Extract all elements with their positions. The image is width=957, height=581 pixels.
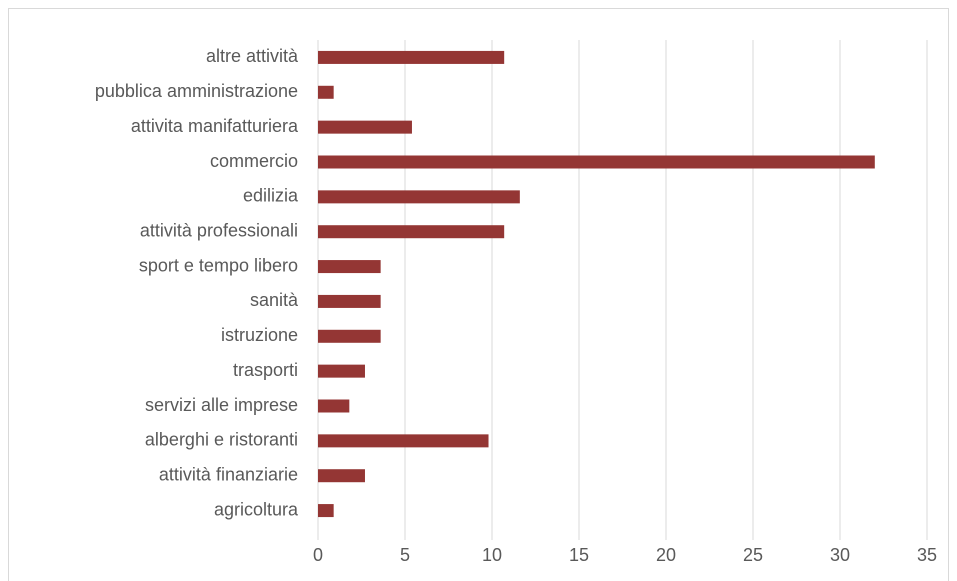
y-tick-label: alberghi e ristoranti	[145, 430, 298, 450]
x-tick-label: 5	[400, 545, 410, 565]
bar	[318, 190, 520, 204]
x-tick-label: 30	[830, 545, 850, 565]
x-tick-label: 20	[656, 545, 676, 565]
bar	[318, 399, 350, 413]
bar	[318, 364, 365, 378]
y-tick-label: sanità	[250, 290, 299, 310]
bar	[318, 85, 334, 99]
y-tick-label: attività professionali	[140, 220, 298, 240]
bar	[318, 50, 505, 64]
x-tick-label: 35	[917, 545, 937, 565]
x-tick-label: 15	[569, 545, 589, 565]
y-tick-label: agricoltura	[214, 499, 299, 519]
x-tick-label: 10	[482, 545, 502, 565]
bar	[318, 329, 381, 343]
bar	[318, 155, 875, 169]
y-tick-label: istruzione	[221, 325, 298, 345]
bar	[318, 504, 334, 518]
y-tick-label: attività finanziarie	[159, 464, 298, 484]
bar	[318, 469, 365, 483]
y-tick-label: edilizia	[243, 186, 299, 206]
y-tick-label: sport e tempo libero	[139, 255, 298, 275]
y-tick-label: altre attività	[206, 46, 299, 66]
x-tick-label: 25	[743, 545, 763, 565]
y-tick-label: servizi alle imprese	[145, 395, 298, 415]
bar	[318, 260, 381, 274]
chart-frame	[8, 8, 949, 581]
bar	[318, 434, 489, 448]
y-tick-label: trasporti	[233, 360, 298, 380]
bar	[318, 294, 381, 308]
y-tick-label: attivita manifatturiera	[131, 116, 299, 136]
bar	[318, 120, 412, 134]
bar	[318, 225, 505, 239]
y-tick-label: commercio	[210, 151, 298, 171]
y-tick-label: pubblica amministrazione	[95, 81, 298, 101]
x-tick-label: 0	[313, 545, 323, 565]
